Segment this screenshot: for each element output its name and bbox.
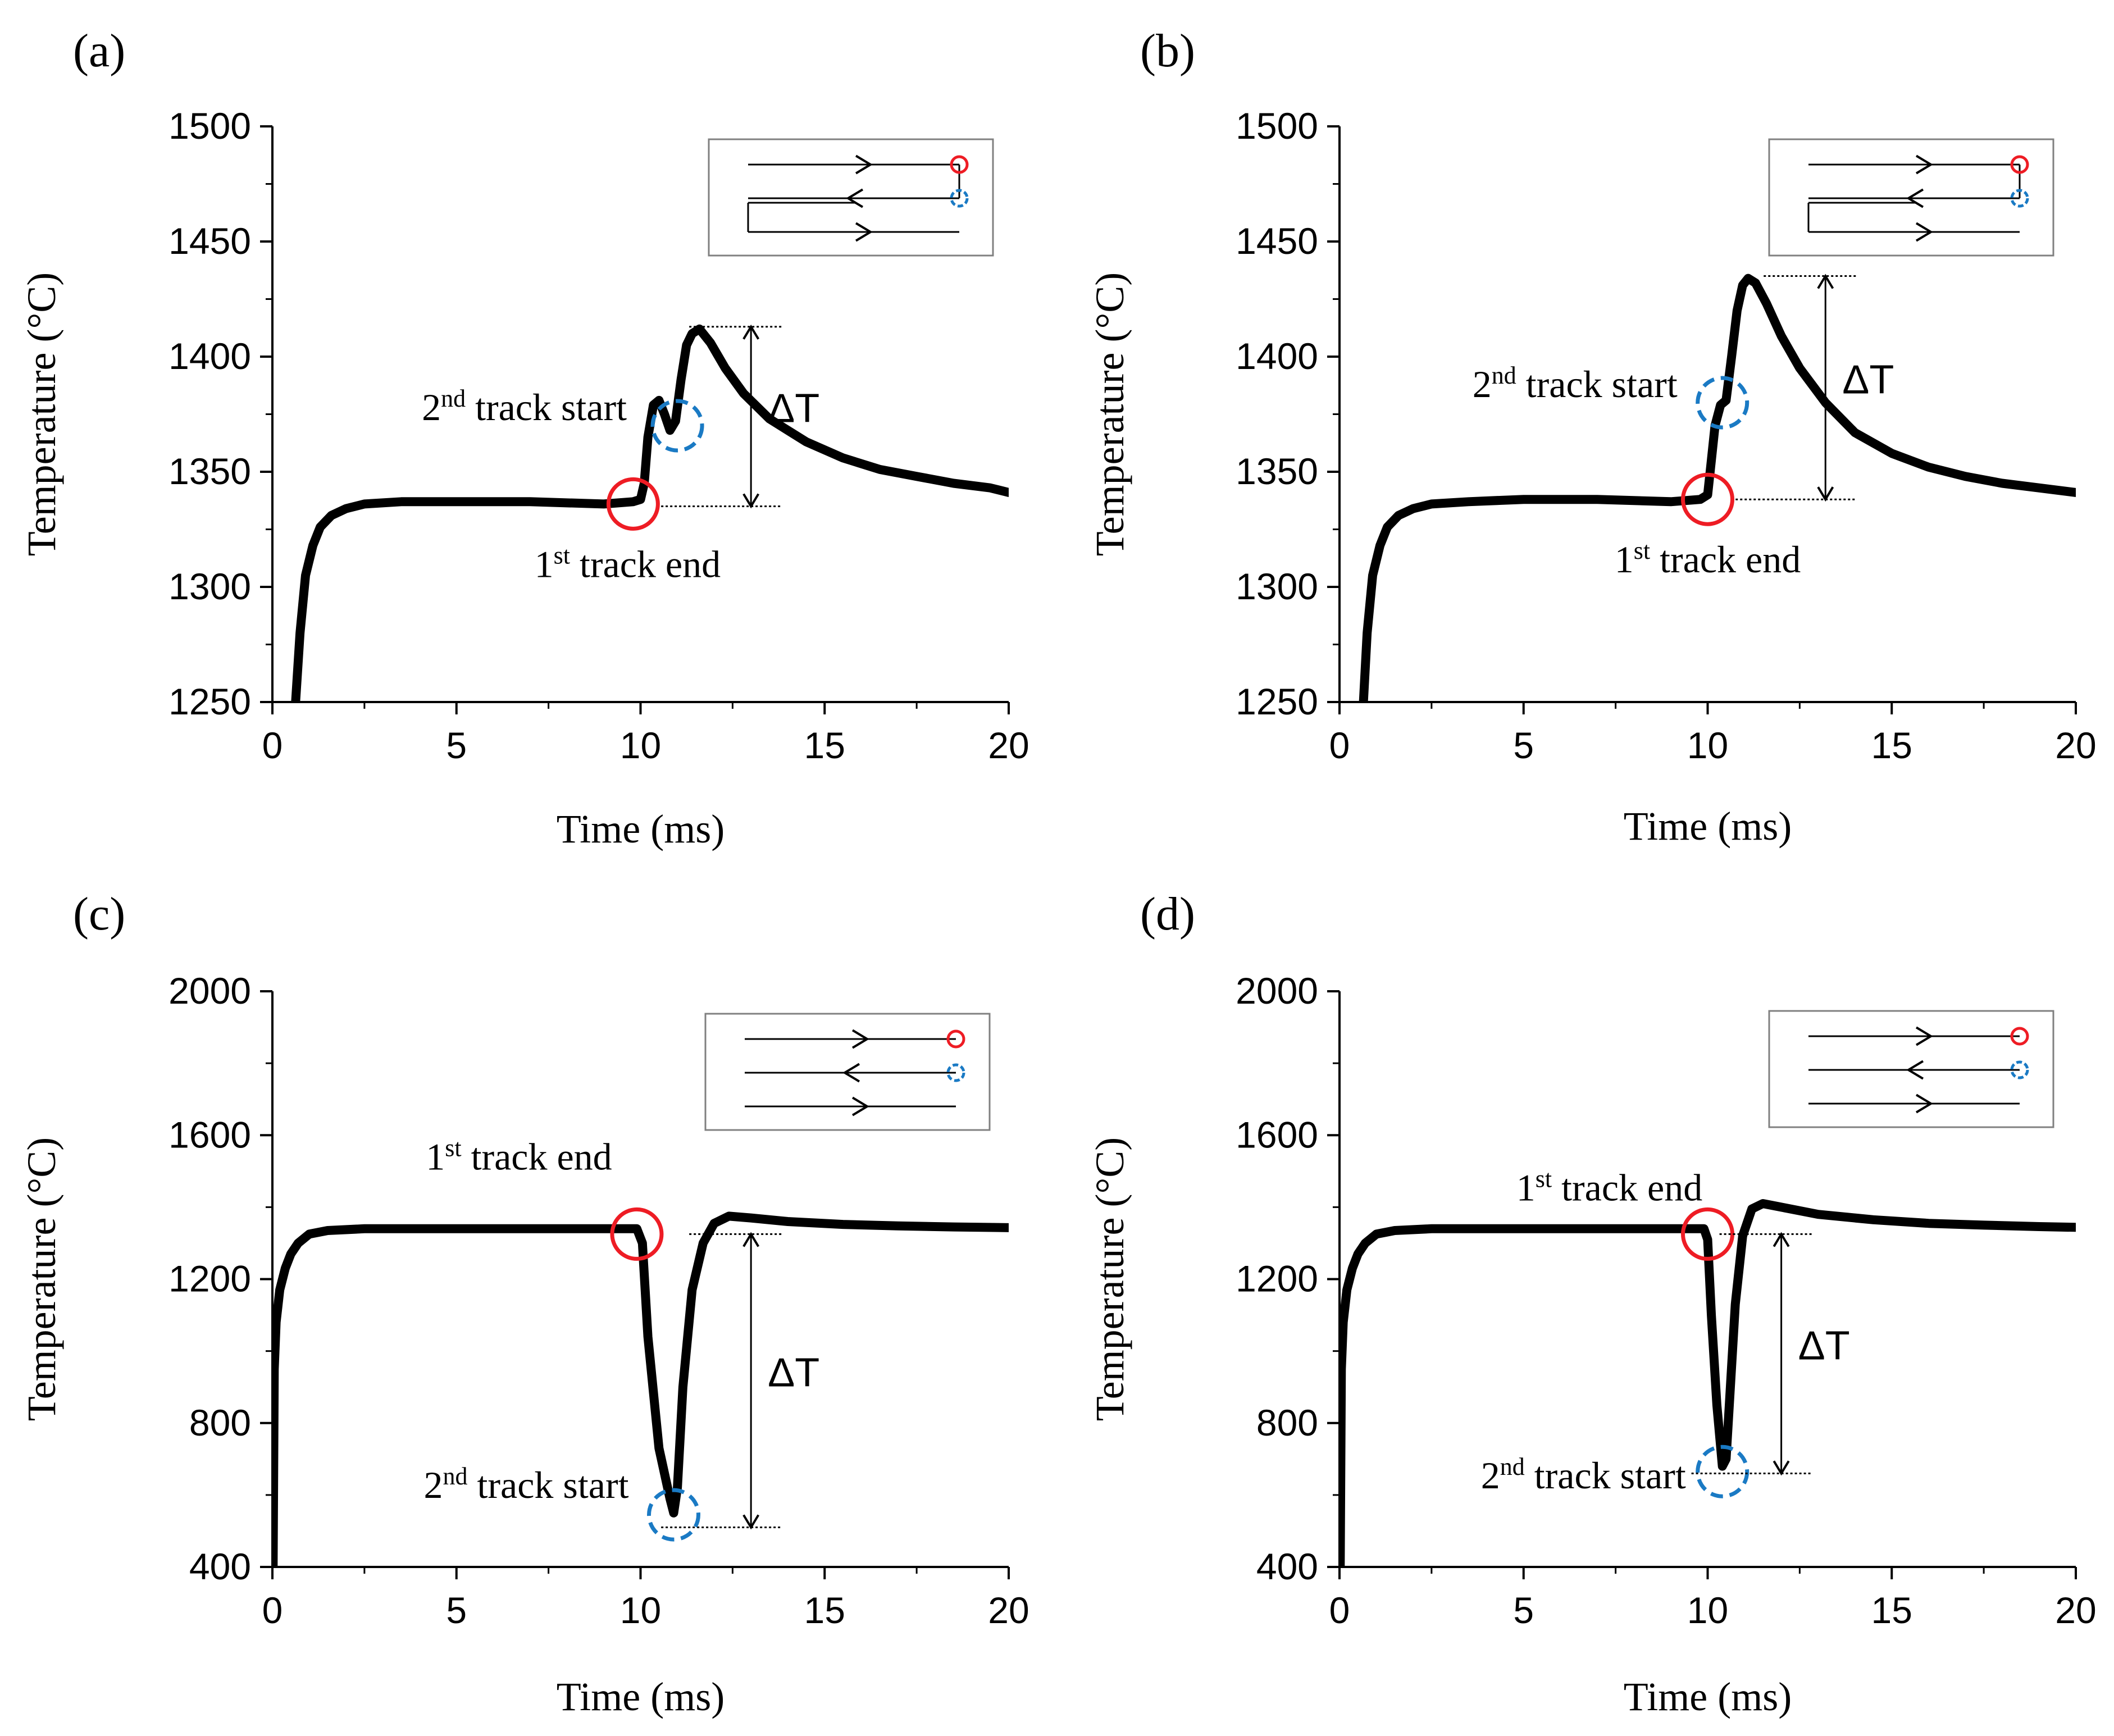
y-axis-label: Temperature (°C) (19, 272, 64, 557)
first-track-end-label: 1st track end (426, 1134, 612, 1178)
y-tick-label: 1300 (168, 566, 251, 607)
y-tick-label: 400 (189, 1546, 251, 1587)
chart-panel-3: (c) 400 800 1200 1600 2000 0 5 10 15 20 Time (ms) Te… (19, 888, 1029, 1719)
y-tick-label: 1600 (1236, 1114, 1318, 1155)
inset-first-end-marker (2010, 155, 2029, 174)
x-tick-label: 10 (1687, 725, 1728, 766)
x-tick-label: 15 (804, 1589, 845, 1631)
y-tick-label: 1250 (1236, 681, 1318, 722)
x-tick-label: 0 (262, 1589, 283, 1631)
second-track-start-label: 2nd track start (1481, 1453, 1686, 1497)
chart-panel-1: (a) 1250 1300 1350 1400 1450 1500 0 5 10 15 20 Time … (19, 25, 1029, 851)
inset-second-start-marker (950, 189, 969, 208)
second-track-start-label: 2nd track start (424, 1462, 629, 1507)
scan-path-inset (1768, 138, 2054, 257)
x-tick-label: 20 (988, 1589, 1029, 1631)
x-tick-label: 15 (1871, 725, 1912, 766)
x-tick-label: 0 (1329, 725, 1350, 766)
second-track-start-label: 2nd track start (422, 385, 627, 429)
x-tick-label: 5 (1513, 725, 1534, 766)
x-axis-label: Time (ms) (1624, 1674, 1792, 1719)
series-line (291, 324, 1009, 702)
second-track-start-marker (650, 399, 704, 453)
y-tick-label: 400 (1256, 1546, 1318, 1587)
second-track-start-marker (646, 1488, 700, 1542)
delta-t-label: ΔT (1798, 1323, 1850, 1368)
y-tick-label: 800 (189, 1402, 251, 1443)
second-track-start-label: 2nd track start (1473, 362, 1678, 406)
first-track-end-label: 1st track end (535, 541, 721, 586)
panel-label: (b) (1140, 25, 1195, 77)
x-tick-label: 5 (446, 725, 467, 766)
series-line (1359, 274, 2076, 702)
delta-t-label: ΔT (768, 386, 819, 431)
first-track-end-marker (606, 477, 660, 531)
first-track-end-label: 1st track end (1615, 537, 1801, 581)
series-line (1340, 1199, 2076, 1567)
y-tick-label: 1250 (168, 681, 251, 722)
y-tick-label: 1350 (1236, 450, 1318, 492)
x-axis-label: Time (ms) (557, 807, 725, 851)
y-tick-label: 2000 (168, 970, 251, 1011)
y-tick-label: 1600 (168, 1114, 251, 1155)
chart-panel-2: (b) 1250 1300 1350 1400 1450 1500 0 5 10 15 20 Time … (1087, 25, 2097, 849)
panel-label: (a) (73, 25, 125, 77)
y-tick-label: 1450 (1236, 220, 1318, 262)
x-tick-label: 5 (1513, 1589, 1534, 1631)
inset-second-start-marker (2010, 1060, 2029, 1079)
y-tick-label: 1200 (168, 1258, 251, 1300)
second-track-start-marker (1696, 1445, 1749, 1498)
panel-label: (c) (73, 888, 125, 940)
second-track-start-marker (1696, 376, 1749, 430)
x-tick-label: 5 (446, 1589, 467, 1631)
inset-second-start-marker (2010, 189, 2029, 208)
delta-t-label: ΔT (768, 1350, 819, 1395)
x-tick-label: 0 (262, 725, 283, 766)
scan-path-inset (704, 1013, 991, 1131)
x-tick-label: 15 (1871, 1589, 1912, 1631)
series-line (272, 1211, 1009, 1567)
first-track-end-marker (610, 1207, 664, 1261)
x-tick-label: 20 (2055, 1589, 2096, 1631)
y-axis-label: Temperature (°C) (19, 1137, 64, 1421)
first-track-end-label: 1st track end (1516, 1165, 1702, 1209)
chart-panel-4: (d) 400 800 1200 1600 2000 0 5 10 15 20 Time (ms) Te… (1087, 888, 2097, 1719)
first-track-end-marker (1681, 1207, 1734, 1261)
inset-first-end-marker (950, 155, 969, 174)
y-axis-label: Temperature (°C) (1087, 1137, 1132, 1421)
x-tick-label: 15 (804, 725, 845, 766)
inset-first-end-marker (2010, 1027, 2029, 1046)
y-tick-label: 1350 (168, 450, 251, 492)
x-tick-label: 10 (1687, 1589, 1728, 1631)
y-tick-label: 1450 (168, 220, 251, 262)
x-tick-label: 0 (1329, 1589, 1350, 1631)
x-axis-label: Time (ms) (1624, 804, 1792, 849)
scan-path-inset (1768, 1010, 2054, 1128)
x-tick-label: 20 (988, 725, 1029, 766)
panel-label: (d) (1140, 888, 1195, 940)
x-tick-label: 10 (620, 1589, 661, 1631)
y-tick-label: 2000 (1236, 970, 1318, 1011)
y-tick-label: 1400 (168, 335, 251, 377)
x-tick-label: 20 (2055, 725, 2096, 766)
y-tick-label: 1400 (1236, 335, 1318, 377)
y-tick-label: 1500 (168, 105, 251, 147)
x-axis-label: Time (ms) (557, 1674, 725, 1719)
y-tick-label: 1500 (1236, 105, 1318, 147)
scan-path-inset (708, 138, 994, 257)
inset-first-end-marker (946, 1029, 965, 1049)
y-tick-label: 1300 (1236, 566, 1318, 607)
inset-second-start-marker (946, 1063, 965, 1082)
y-tick-label: 1200 (1236, 1258, 1318, 1300)
first-track-end-marker (1681, 472, 1734, 526)
y-tick-label: 800 (1256, 1402, 1318, 1443)
x-tick-label: 10 (620, 725, 661, 766)
y-axis-label: Temperature (°C) (1087, 272, 1132, 557)
delta-t-label: ΔT (1842, 357, 1894, 402)
